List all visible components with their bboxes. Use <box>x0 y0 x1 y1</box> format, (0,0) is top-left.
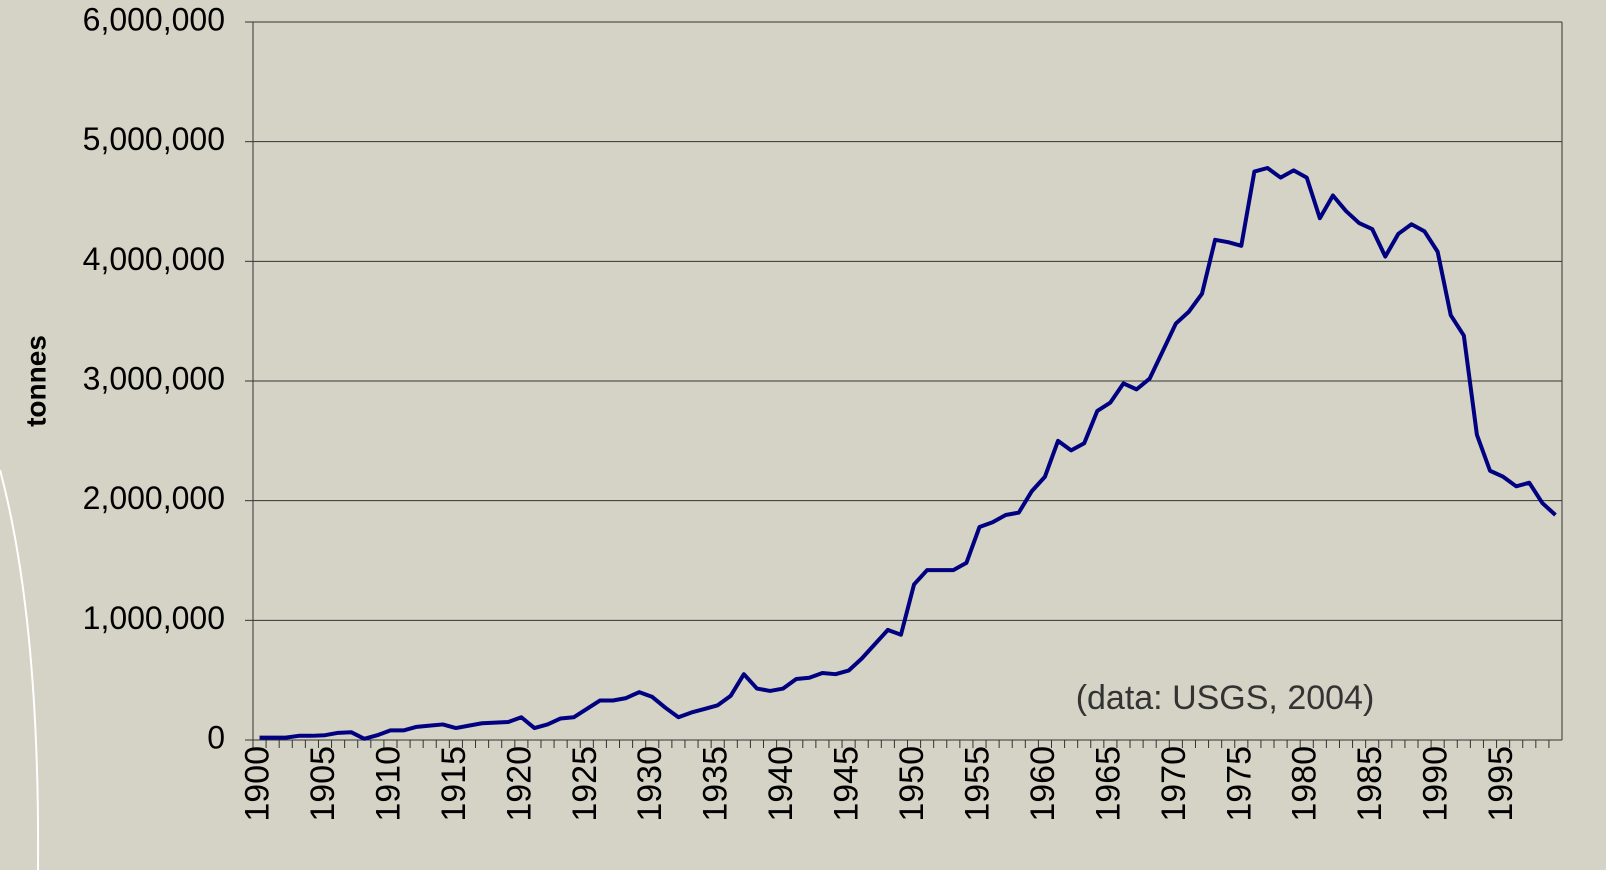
y-tick-label: 3,000,000 <box>83 360 225 396</box>
x-tick-label: 1945 <box>828 746 866 822</box>
x-tick-label: 1940 <box>762 746 800 822</box>
y-tick-label: 0 <box>207 719 225 755</box>
x-tick-label: 1955 <box>958 746 996 822</box>
y-axis-label: tonnes <box>20 335 51 427</box>
x-tick-label: 1950 <box>893 746 931 822</box>
x-tick-label: 1975 <box>1220 746 1258 822</box>
x-tick-label: 1935 <box>697 746 735 822</box>
x-tick-label: 1920 <box>500 746 538 822</box>
x-tick-label: 1990 <box>1417 746 1455 822</box>
x-tick-label: 1960 <box>1024 746 1062 822</box>
annotation: (data: USGS, 2004) <box>1076 679 1375 717</box>
x-tick-label: 1985 <box>1351 746 1389 822</box>
x-tick-label: 1900 <box>239 746 277 822</box>
y-tick-label: 2,000,000 <box>83 480 225 516</box>
x-tick-label: 1915 <box>435 746 473 822</box>
x-tick-label: 1995 <box>1482 746 1520 822</box>
x-tick-label: 1925 <box>566 746 604 822</box>
y-tick-label: 1,000,000 <box>83 600 225 636</box>
x-tick-label: 1980 <box>1286 746 1324 822</box>
x-tick-label: 1905 <box>304 746 342 822</box>
x-tick-label: 1965 <box>1089 746 1127 822</box>
x-tick-label: 1970 <box>1155 746 1193 822</box>
decoration <box>0 469 40 870</box>
y-tick-label: 4,000,000 <box>83 241 225 277</box>
x-tick-label: 1910 <box>369 746 407 822</box>
y-tick-label: 6,000,000 <box>83 1 225 37</box>
y-tick-label: 5,000,000 <box>83 121 225 157</box>
line <box>259 165 1557 741</box>
x-tick-label: 1930 <box>631 746 669 822</box>
